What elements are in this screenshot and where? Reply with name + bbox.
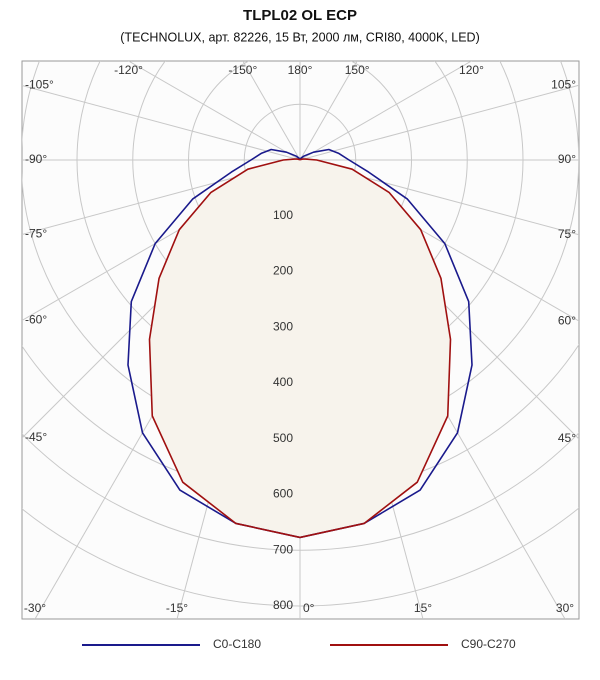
angle-tick-label: -60° (25, 313, 47, 327)
chart-title: TLPL02 OL ECP (243, 7, 357, 24)
angle-tick-label: -75° (25, 227, 47, 241)
r-tick-label: 700 (273, 542, 293, 556)
angle-tick-label: 180° (288, 63, 313, 77)
angle-tick-label: -120° (114, 63, 143, 77)
curve (299, 158, 452, 539)
angle-tick-label: 30° (556, 601, 574, 615)
plot (22, 61, 579, 619)
curve (127, 148, 301, 539)
curve (148, 158, 301, 539)
angle-tick-label: 75° (558, 227, 576, 241)
angle-tick-label: 105° (551, 77, 576, 91)
angle-tick-label: -105° (25, 78, 54, 92)
angle-tick-label: 45° (558, 431, 576, 445)
angle-tick-label: 90° (558, 152, 576, 166)
angle-tick-label: -45° (25, 430, 47, 444)
angle-tick-label: 15° (414, 601, 432, 615)
r-tick-label: 800 (273, 598, 293, 612)
grid-line (22, 85, 301, 161)
labels: 100 200 300 400 500 600 700 800 -30° -15° 0° 15° 30°… (24, 63, 576, 615)
r-tick-label: 400 (273, 375, 293, 389)
grid-line (242, 61, 301, 161)
legend-label: C0-C180 (213, 637, 261, 651)
curve-area (149, 159, 451, 538)
grid-line (128, 61, 301, 161)
r-tick-label: 100 (273, 208, 293, 222)
r-tick-label: 500 (273, 431, 293, 445)
grid-line (299, 84, 579, 161)
angle-tick-label: 120° (459, 63, 484, 77)
legend-label: C90-C270 (461, 637, 516, 651)
angle-tick-label: -90° (25, 152, 47, 166)
grid-line (299, 61, 472, 161)
angle-tick-label: -150° (228, 63, 257, 77)
angle-tick-label: 150° (345, 63, 370, 77)
r-tick-label: 600 (273, 487, 293, 501)
angle-tick-label: 60° (558, 313, 576, 327)
angle-tick-label: -30° (24, 601, 46, 615)
r-tick-label: 300 (273, 319, 293, 333)
r-tick-label: 200 (273, 264, 293, 278)
curve (299, 148, 473, 539)
grid-line (299, 61, 358, 161)
angle-tick-label: 0° (303, 601, 315, 615)
angle-tick-label: -15° (166, 601, 188, 615)
chart-subtitle: (TECHNOLUX, арт. 82226, 15 Вт, 2000 лм, … (120, 30, 479, 44)
